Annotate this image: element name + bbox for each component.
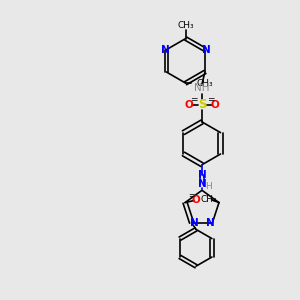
- Text: N: N: [190, 218, 198, 227]
- Text: O: O: [211, 100, 220, 110]
- Text: O: O: [184, 100, 193, 110]
- Text: =: =: [188, 192, 194, 201]
- Text: N: N: [202, 45, 211, 55]
- Text: CH₃: CH₃: [196, 79, 213, 88]
- Text: N: N: [206, 218, 214, 227]
- Text: =: =: [190, 95, 197, 104]
- Text: NH: NH: [194, 83, 210, 93]
- Text: O: O: [191, 195, 200, 205]
- Text: =: =: [207, 95, 214, 104]
- Text: N: N: [160, 45, 169, 55]
- Text: CH₃: CH₃: [200, 195, 217, 204]
- Text: H: H: [205, 182, 212, 191]
- Text: N: N: [198, 170, 206, 180]
- Text: N: N: [198, 179, 206, 189]
- Text: S: S: [198, 98, 206, 111]
- Text: CH₃: CH₃: [177, 21, 194, 30]
